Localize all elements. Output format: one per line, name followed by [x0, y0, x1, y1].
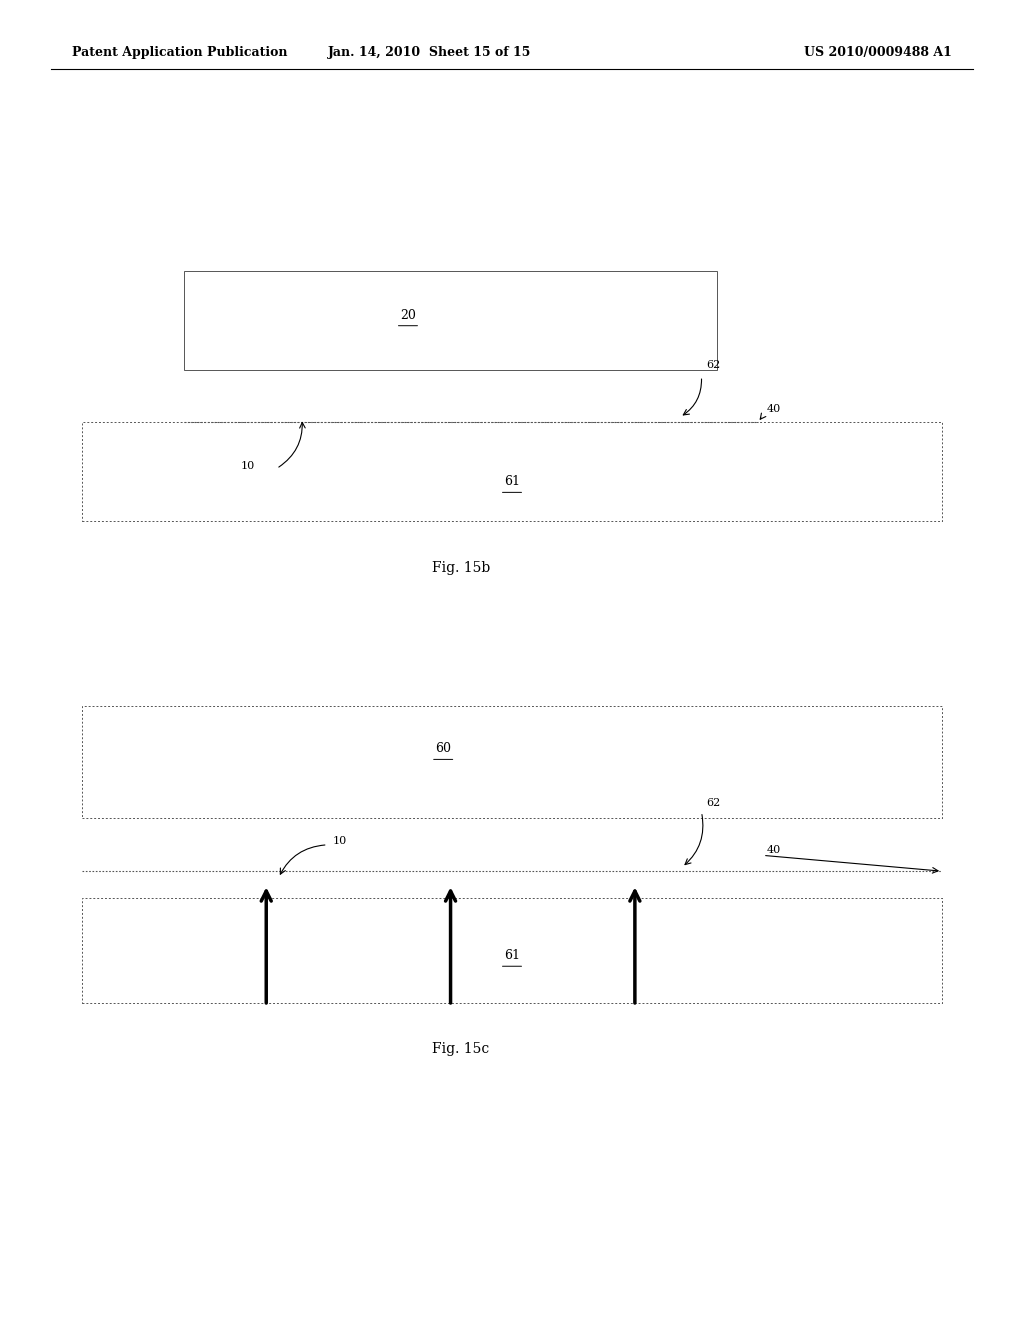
Text: 40: 40 — [767, 404, 781, 414]
Text: 10: 10 — [241, 461, 255, 471]
Text: 62: 62 — [707, 359, 721, 370]
Text: 60: 60 — [435, 742, 452, 755]
Text: 61: 61 — [504, 475, 520, 488]
Text: US 2010/0009488 A1: US 2010/0009488 A1 — [805, 46, 952, 59]
Text: 40: 40 — [767, 845, 781, 855]
Text: Patent Application Publication: Patent Application Publication — [72, 46, 287, 59]
Text: 20: 20 — [400, 309, 416, 322]
Text: 62: 62 — [707, 797, 721, 808]
Text: Fig. 15b: Fig. 15b — [432, 561, 489, 574]
Text: 10: 10 — [333, 836, 347, 846]
Text: 61: 61 — [504, 949, 520, 962]
Text: Jan. 14, 2010  Sheet 15 of 15: Jan. 14, 2010 Sheet 15 of 15 — [329, 46, 531, 59]
Text: Fig. 15c: Fig. 15c — [432, 1043, 489, 1056]
